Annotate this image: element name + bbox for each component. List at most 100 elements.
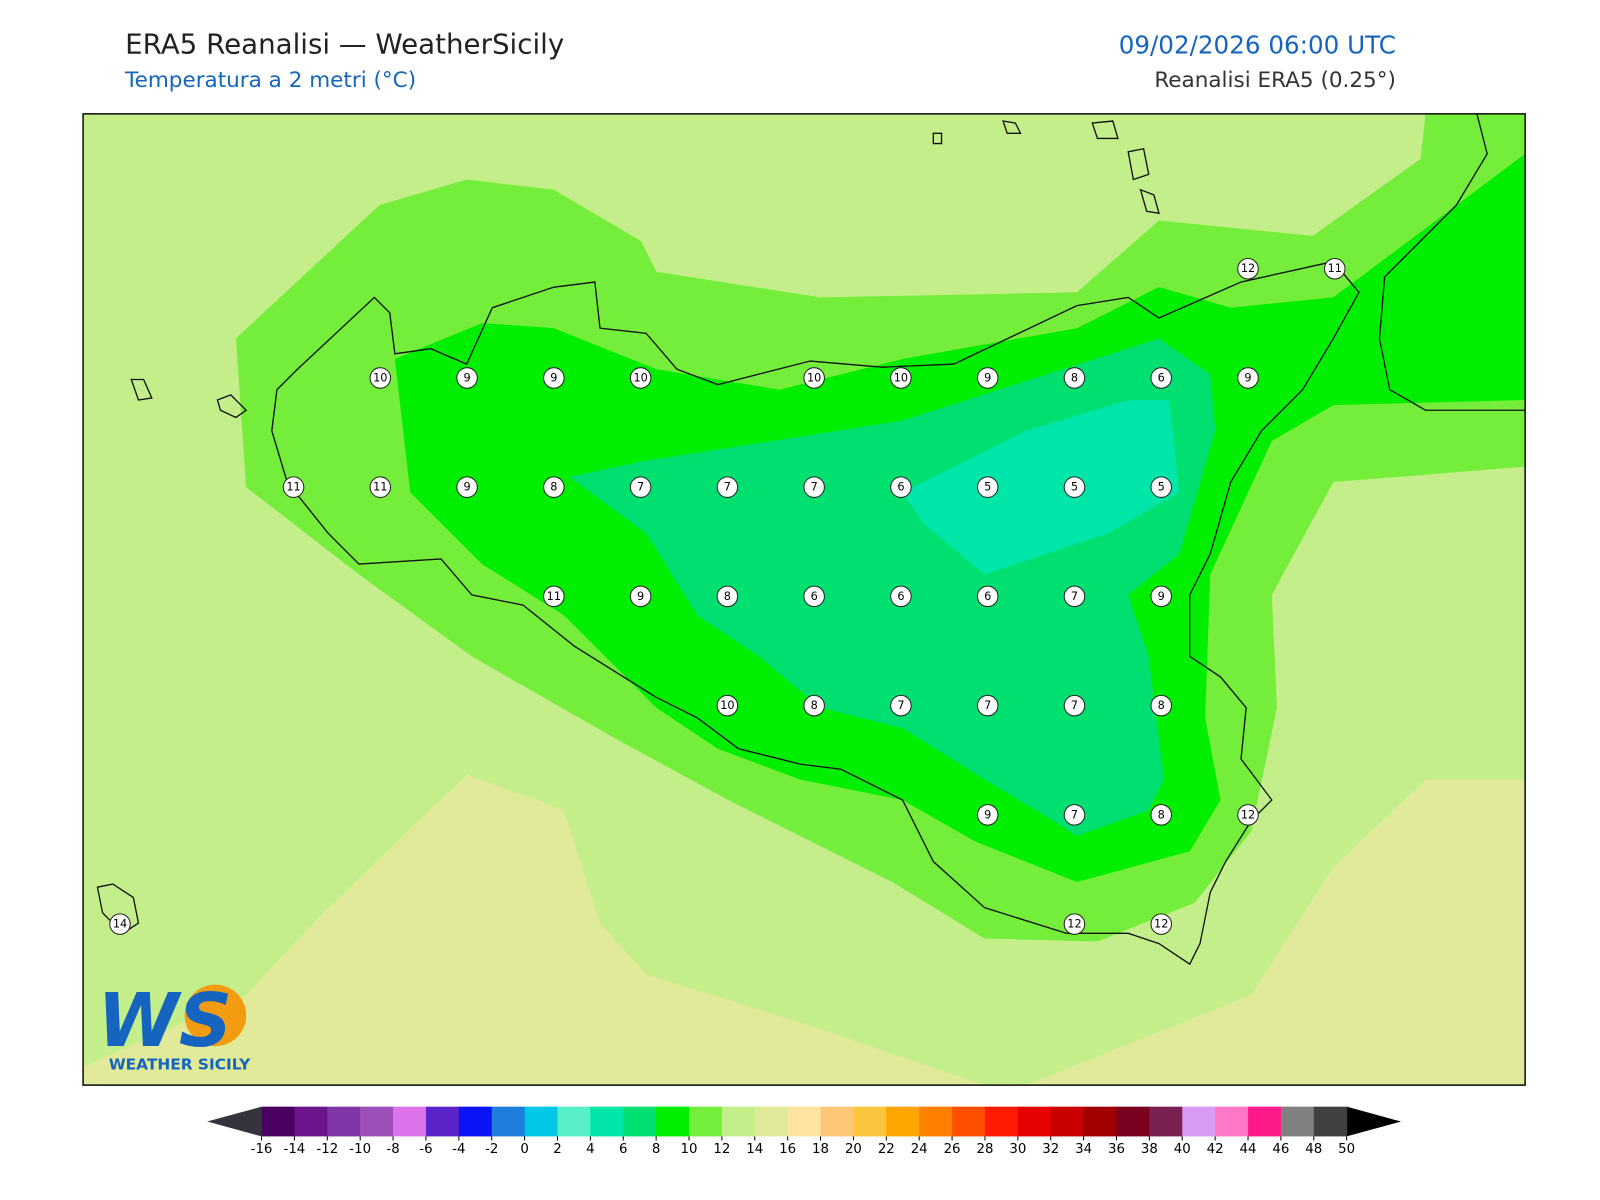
station: 5 <box>976 476 999 498</box>
colorbar-tick-label: 28 <box>976 1142 993 1157</box>
colorbar-tick-label: -14 <box>284 1142 306 1157</box>
field-4-6 <box>902 400 1180 575</box>
station-value: 8 <box>811 699 818 712</box>
colorbar-tick-label: 48 <box>1305 1142 1322 1157</box>
station-value: 7 <box>724 481 731 494</box>
station-value: 6 <box>811 590 818 603</box>
colorbar-tick-label: 44 <box>1240 1142 1257 1157</box>
station-marker <box>1063 476 1086 498</box>
colorbar-tick-label: 12 <box>713 1142 730 1157</box>
logo-sun <box>184 984 247 1047</box>
station: 8 <box>543 476 565 498</box>
station-marker <box>976 694 999 717</box>
station: 12 <box>1237 804 1259 826</box>
station-value: 9 <box>984 808 991 821</box>
colorbar-tick-label: 0 <box>520 1142 528 1157</box>
colorbar-box <box>919 1106 953 1137</box>
colorbar-box <box>853 1106 887 1137</box>
station-layer: 12 11 10 9 9 10 10 10 9 8 6 9 11 11 9 8 7 7 7 6 5 5 5 11 9 8 6 6 6 7 9… <box>109 257 1346 935</box>
colorbar-tick-label: -4 <box>452 1142 465 1157</box>
station-value: 10 <box>720 699 734 712</box>
coastline <box>96 113 1526 966</box>
station: 8 <box>716 585 739 608</box>
colorbar-tick-label: 24 <box>911 1142 928 1157</box>
station-value: 6 <box>1158 371 1165 384</box>
map-area: 12 11 10 9 9 10 10 10 9 8 6 9 11 11 9 8 7 7 7 6 5 5 5 11 9 8 6 6 6 7 9… <box>83 113 1526 1086</box>
colorbar-tick-label: 46 <box>1272 1142 1289 1157</box>
station-value: 14 <box>113 918 127 931</box>
colorbar-under <box>207 1106 262 1137</box>
station-value: 6 <box>897 481 904 494</box>
colorbar-tick-label: -12 <box>316 1142 338 1157</box>
station: 7 <box>976 694 999 717</box>
colorbar-box <box>524 1106 558 1137</box>
station-marker <box>369 476 392 498</box>
station-marker <box>1237 804 1259 826</box>
colorbar-box <box>787 1106 822 1137</box>
colorbar-tick-label: 20 <box>845 1142 862 1157</box>
station-marker <box>282 476 305 498</box>
colorbar-box <box>491 1106 526 1137</box>
colorbar-box <box>1280 1106 1315 1137</box>
colorbar: -16 -14 -12 -10 -8 -6 -4 -2 0 2 4 6 8 10 12 14 16 18 20 22 2… <box>207 1106 1402 1157</box>
station-value: 9 <box>637 590 644 603</box>
station: 10 <box>890 367 912 389</box>
station: 10 <box>629 367 652 389</box>
colorbar-tick-label: 42 <box>1207 1142 1224 1157</box>
colorbar-over <box>1346 1106 1402 1137</box>
station-value: 9 <box>550 371 557 384</box>
colorbar-box <box>623 1106 657 1137</box>
station: 9 <box>456 476 478 498</box>
station: 7 <box>629 476 652 498</box>
station-marker <box>890 476 912 498</box>
station-marker <box>976 476 999 498</box>
station: 9 <box>976 804 999 826</box>
station: 7 <box>890 694 912 717</box>
station-marker <box>803 367 825 389</box>
station: 11 <box>282 476 305 498</box>
colorbar-box <box>886 1106 920 1137</box>
station-value: 7 <box>984 699 991 712</box>
station-value: 9 <box>1158 590 1165 603</box>
station-marker <box>890 694 912 717</box>
colorbar-box <box>557 1106 591 1137</box>
colorbar-box <box>393 1106 427 1137</box>
station-marker <box>716 694 739 717</box>
station: 6 <box>1150 367 1172 389</box>
station: 5 <box>1063 476 1086 498</box>
station-value: 11 <box>373 481 387 494</box>
station: 7 <box>716 476 739 498</box>
colorbar-tick-label: -6 <box>419 1142 432 1157</box>
colorbar-box <box>1149 1106 1183 1137</box>
station: 10 <box>716 694 739 717</box>
station-value: 12 <box>1154 918 1168 931</box>
field-14-16 <box>1025 779 1526 1086</box>
station: 9 <box>1150 585 1172 608</box>
station-value: 12 <box>1067 918 1081 931</box>
colorbar-tick-label: 34 <box>1075 1142 1092 1157</box>
station-marker <box>1150 476 1172 498</box>
station: 12 <box>1150 913 1172 935</box>
colorbar-tick-label: 32 <box>1042 1142 1059 1157</box>
station-value: 5 <box>1158 481 1165 494</box>
station-marker <box>1063 585 1086 608</box>
station: 9 <box>543 367 565 389</box>
station-value: 10 <box>633 371 647 384</box>
colorbar-box <box>458 1106 493 1137</box>
station-value: 9 <box>984 371 991 384</box>
colorbar-box <box>261 1106 295 1137</box>
colorbar-box <box>1050 1106 1085 1137</box>
station: 8 <box>1150 694 1172 717</box>
station-marker <box>1237 257 1259 280</box>
colorbar-box <box>820 1106 854 1137</box>
station-value: 9 <box>463 371 470 384</box>
station-marker <box>803 585 825 608</box>
station: 6 <box>803 585 825 608</box>
station: 9 <box>976 367 999 389</box>
station-marker <box>803 694 825 717</box>
station-value: 8 <box>1158 699 1165 712</box>
colorbar-box <box>689 1106 723 1137</box>
colorbar-tick-label: 6 <box>619 1142 627 1157</box>
station-marker <box>369 367 392 389</box>
station: 11 <box>1324 257 1346 280</box>
